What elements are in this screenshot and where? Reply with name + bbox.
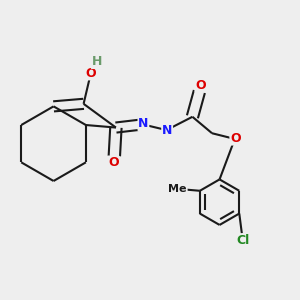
Text: N: N — [162, 124, 172, 137]
Text: O: O — [85, 67, 96, 80]
Text: N: N — [138, 117, 148, 130]
Text: Cl: Cl — [237, 234, 250, 247]
Text: O: O — [195, 79, 206, 92]
Text: H: H — [92, 55, 102, 68]
Text: O: O — [230, 132, 241, 145]
Text: Me: Me — [169, 184, 187, 194]
Text: O: O — [108, 157, 119, 169]
